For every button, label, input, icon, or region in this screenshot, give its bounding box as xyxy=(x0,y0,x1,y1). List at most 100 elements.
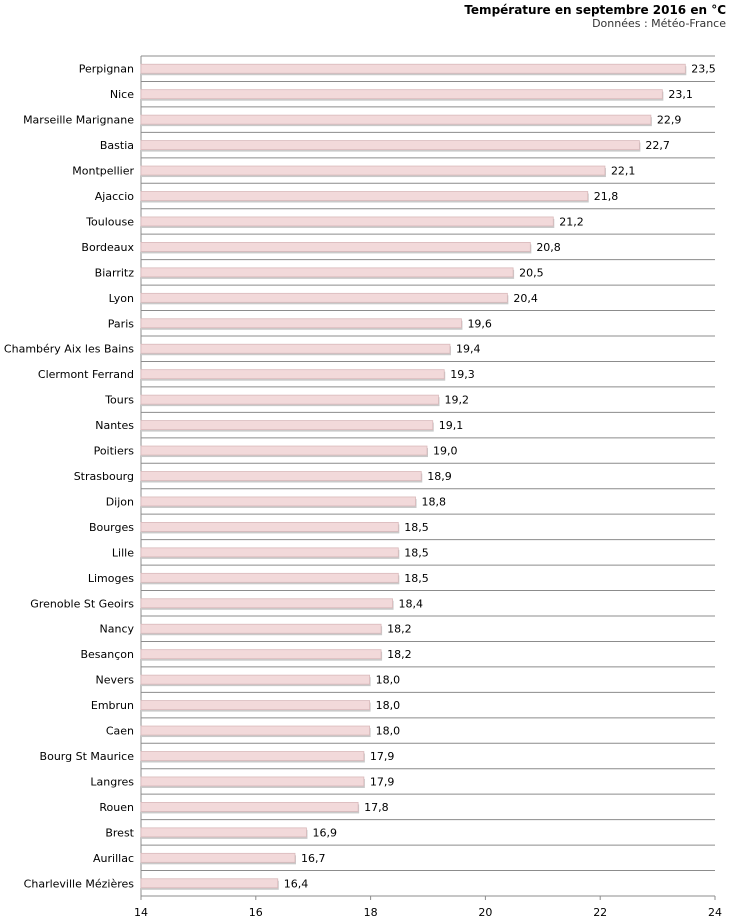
value-label: 18,0 xyxy=(376,699,401,712)
value-label: 19,0 xyxy=(433,445,458,458)
value-label: 20,5 xyxy=(519,266,544,279)
bar xyxy=(140,572,399,583)
x-tick-label: 20 xyxy=(478,906,492,919)
value-label: 19,1 xyxy=(439,419,464,432)
value-label: 21,8 xyxy=(594,190,619,203)
value-label: 22,9 xyxy=(657,114,682,127)
x-tick-label: 16 xyxy=(249,906,263,919)
category-label: Ajaccio xyxy=(95,190,134,203)
value-label: 18,9 xyxy=(427,470,452,483)
category-label: Grenoble St Geoirs xyxy=(30,597,134,610)
value-label: 22,1 xyxy=(611,165,636,178)
category-label: Nevers xyxy=(95,674,134,687)
value-label: 19,4 xyxy=(456,343,481,356)
category-label: Lille xyxy=(112,546,134,559)
value-label: 20,4 xyxy=(513,292,538,305)
category-label: Tours xyxy=(104,394,134,407)
value-label: 17,9 xyxy=(370,775,395,788)
x-tick-label: 24 xyxy=(708,906,722,919)
value-label: 16,9 xyxy=(312,826,337,839)
bar xyxy=(140,522,399,532)
chart-subtitle: Données : Météo-France xyxy=(592,17,726,30)
value-label: 20,8 xyxy=(536,241,561,254)
value-label: 23,1 xyxy=(668,88,693,101)
category-label: Besançon xyxy=(80,648,134,661)
bar xyxy=(140,674,371,685)
bar xyxy=(140,776,365,787)
value-label: 19,3 xyxy=(450,368,475,381)
bar xyxy=(140,649,382,660)
bar xyxy=(140,343,451,354)
category-label: Charleville Mézières xyxy=(24,877,135,890)
bar xyxy=(140,725,371,736)
bar xyxy=(140,369,445,380)
category-label: Bastia xyxy=(100,139,134,152)
category-label: Lyon xyxy=(109,292,134,305)
bar xyxy=(140,292,508,303)
bar xyxy=(140,267,514,278)
bar xyxy=(140,496,416,507)
bar xyxy=(140,318,462,329)
value-label: 23,5 xyxy=(691,63,716,76)
bar xyxy=(140,802,359,812)
category-label: Nice xyxy=(110,88,134,101)
value-label: 19,2 xyxy=(444,394,469,407)
category-label: Caen xyxy=(106,725,134,738)
value-label: 16,7 xyxy=(301,852,326,865)
bar xyxy=(140,394,439,405)
bar xyxy=(140,700,371,710)
value-label: 17,9 xyxy=(370,750,395,763)
value-label: 19,6 xyxy=(467,317,492,330)
category-label: Clermont Ferrand xyxy=(38,368,134,381)
bar xyxy=(140,140,640,150)
category-label: Aurillac xyxy=(93,852,134,865)
category-label: Limoges xyxy=(88,572,134,585)
bar xyxy=(140,114,652,125)
value-label: 18,5 xyxy=(404,521,429,534)
category-label: Embrun xyxy=(91,699,134,712)
value-label: 17,8 xyxy=(364,801,389,814)
bar xyxy=(140,165,606,176)
bar xyxy=(140,878,279,889)
value-label: 18,4 xyxy=(399,597,424,610)
bar xyxy=(140,242,531,252)
category-label: Bourges xyxy=(89,521,134,534)
bar xyxy=(140,216,554,227)
category-label: Montpellier xyxy=(72,165,134,178)
value-label: 18,2 xyxy=(387,648,412,661)
category-label: Toulouse xyxy=(85,215,134,228)
value-label: 18,5 xyxy=(404,572,429,585)
bar xyxy=(140,89,663,100)
value-label: 18,0 xyxy=(376,725,401,738)
category-label: Nantes xyxy=(95,419,134,432)
category-label: Paris xyxy=(108,317,134,330)
category-label: Dijon xyxy=(106,495,134,508)
bar xyxy=(140,598,393,609)
value-label: 16,4 xyxy=(284,877,309,890)
value-label: 18,5 xyxy=(404,546,429,559)
bar xyxy=(140,445,428,456)
category-label: Chambéry Aix les Bains xyxy=(4,343,134,356)
bar xyxy=(140,471,422,481)
value-label: 22,7 xyxy=(645,139,670,152)
bar xyxy=(140,827,307,838)
category-label: Poitiers xyxy=(94,445,135,458)
category-label: Bordeaux xyxy=(81,241,134,254)
category-label: Biarritz xyxy=(95,266,135,279)
category-label: Brest xyxy=(105,826,134,839)
chart-title: Température en septembre 2016 en °C xyxy=(464,3,726,17)
bar xyxy=(140,63,686,74)
value-label: 21,2 xyxy=(559,215,584,228)
category-label: Langres xyxy=(90,775,134,788)
category-label: Marseille Marignane xyxy=(23,114,134,127)
category-label: Strasbourg xyxy=(74,470,134,483)
category-label: Rouen xyxy=(99,801,134,814)
category-label: Perpignan xyxy=(79,63,134,76)
bar xyxy=(140,751,365,761)
category-label: Bourg St Maurice xyxy=(40,750,135,763)
value-label: 18,2 xyxy=(387,623,412,636)
bar xyxy=(140,623,382,634)
value-label: 18,8 xyxy=(422,495,447,508)
x-tick-label: 14 xyxy=(134,906,148,919)
